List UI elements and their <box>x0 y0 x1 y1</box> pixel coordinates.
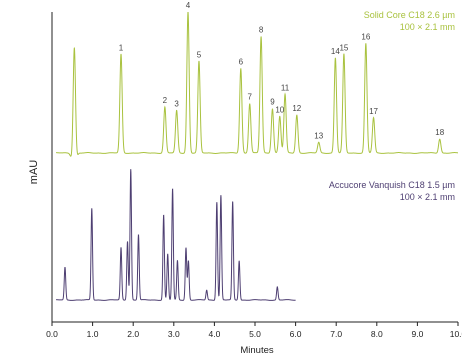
x-axis-label: Minutes <box>240 345 274 356</box>
peak-label: 4 <box>186 1 191 10</box>
x-tick-label: 7.0 <box>330 329 342 339</box>
peak-label: 15 <box>339 43 348 52</box>
x-tick-label: 9.0 <box>411 329 423 339</box>
peak-label: 9 <box>270 98 275 107</box>
peak-label: 17 <box>369 107 378 116</box>
peak-label: 13 <box>314 131 323 140</box>
x-tick-label: 2.0 <box>127 329 139 339</box>
peak-label: 18 <box>435 128 444 137</box>
x-tick-label: 10.0 <box>450 329 462 339</box>
peak-label: 3 <box>174 100 179 109</box>
peak-label: 10 <box>275 105 284 114</box>
peak-label: 1 <box>119 43 124 52</box>
peak-label: 5 <box>197 50 202 59</box>
x-tick-label: 8.0 <box>371 329 383 339</box>
x-tick-label: 3.0 <box>168 329 180 339</box>
series-2-subtitle: 100 × 2.1 mm <box>400 192 455 202</box>
peak-label: 16 <box>361 33 370 42</box>
peak-label: 12 <box>292 104 301 113</box>
y-axis-label: mAU <box>28 160 40 185</box>
peak-label: 2 <box>163 96 168 105</box>
peak-label: 8 <box>259 26 264 35</box>
series-2-name: Accucore Vanquish C18 1.5 µm <box>329 180 455 190</box>
series-2-trace <box>56 169 296 301</box>
trace-group <box>56 11 459 301</box>
series-1-subtitle: 100 × 2.1 mm <box>400 22 455 32</box>
series-1-name: Solid Core C18 2.6 µm <box>364 10 455 20</box>
x-tick-label: 6.0 <box>290 329 302 339</box>
peak-label: 7 <box>247 93 252 102</box>
x-tick-label: 4.0 <box>208 329 220 339</box>
peak-label: 11 <box>281 83 290 92</box>
series-1-trace <box>56 11 459 157</box>
x-tick-label: 0.0 <box>46 329 58 339</box>
x-tick-label: 5.0 <box>249 329 261 339</box>
peak-label: 14 <box>331 47 340 56</box>
x-tick-label: 1.0 <box>87 329 99 339</box>
peak-label: 6 <box>239 57 244 66</box>
x-axis-ticks: 0.0 1.0 2.0 3.0 4.0 5.0 6.0 7.0 8.0 9.0 10.0 <box>46 322 462 339</box>
